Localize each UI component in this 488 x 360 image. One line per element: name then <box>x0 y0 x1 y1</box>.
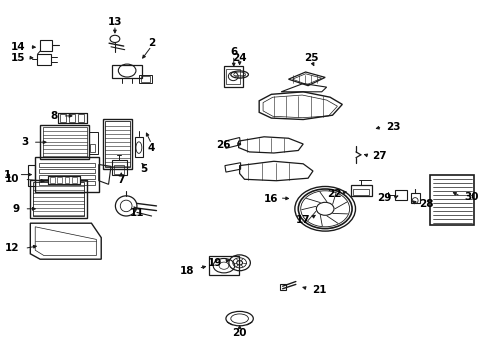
Text: 29: 29 <box>376 193 390 203</box>
Text: 16: 16 <box>264 194 278 204</box>
Bar <box>69 114 75 122</box>
Text: 4: 4 <box>147 143 155 153</box>
Bar <box>40 40 52 51</box>
Bar <box>429 175 473 225</box>
Text: 14: 14 <box>11 42 25 52</box>
Text: 22: 22 <box>326 189 341 199</box>
Bar <box>280 284 285 290</box>
Bar <box>30 180 86 218</box>
Bar <box>226 69 240 84</box>
Bar <box>48 176 80 184</box>
Text: 6: 6 <box>230 47 237 57</box>
Text: 13: 13 <box>107 17 122 27</box>
Bar <box>394 190 407 200</box>
Bar <box>37 54 51 65</box>
Bar <box>102 119 132 169</box>
Bar <box>105 121 129 167</box>
Bar <box>42 127 86 157</box>
Text: 5: 5 <box>141 164 147 174</box>
Bar <box>78 114 83 122</box>
Text: 3: 3 <box>21 137 28 147</box>
Bar <box>39 169 95 173</box>
Bar <box>112 65 142 78</box>
Text: 8: 8 <box>50 111 58 121</box>
Text: 11: 11 <box>129 208 144 218</box>
Text: 17: 17 <box>295 215 310 225</box>
Bar <box>50 177 55 183</box>
Text: 27: 27 <box>371 150 386 161</box>
Text: 18: 18 <box>180 266 194 276</box>
Text: 24: 24 <box>232 53 246 63</box>
Bar <box>410 193 419 203</box>
Text: 19: 19 <box>208 258 222 268</box>
Text: 15: 15 <box>11 53 25 63</box>
Bar <box>39 175 95 179</box>
Text: 28: 28 <box>419 199 433 210</box>
Text: 25: 25 <box>304 53 318 63</box>
Bar <box>35 157 99 192</box>
Bar <box>89 132 98 154</box>
Text: 9: 9 <box>12 204 20 214</box>
Bar <box>90 144 95 152</box>
Bar <box>39 163 95 167</box>
Bar <box>352 189 368 195</box>
Text: 2: 2 <box>148 38 155 48</box>
Bar <box>112 160 127 175</box>
Text: 1: 1 <box>3 170 11 180</box>
Text: 23: 23 <box>386 122 400 132</box>
Bar <box>135 137 142 157</box>
Text: 26: 26 <box>216 140 230 150</box>
Bar <box>57 177 62 183</box>
Bar <box>58 113 87 123</box>
Bar <box>39 181 95 185</box>
Bar <box>72 177 77 183</box>
Bar <box>350 185 371 196</box>
Bar <box>141 76 149 82</box>
Bar <box>64 177 69 183</box>
Bar <box>209 256 238 275</box>
Bar <box>48 176 80 184</box>
Text: 21: 21 <box>311 285 326 295</box>
Bar <box>33 182 84 216</box>
Bar <box>58 113 87 123</box>
Text: 12: 12 <box>5 243 20 253</box>
Text: 7: 7 <box>117 175 125 185</box>
Bar <box>60 114 66 122</box>
Text: 20: 20 <box>232 328 246 338</box>
Bar <box>114 165 124 174</box>
Text: 10: 10 <box>5 174 20 184</box>
Text: 30: 30 <box>464 192 478 202</box>
Bar <box>40 125 89 159</box>
Bar <box>139 75 151 83</box>
Bar <box>224 66 242 87</box>
